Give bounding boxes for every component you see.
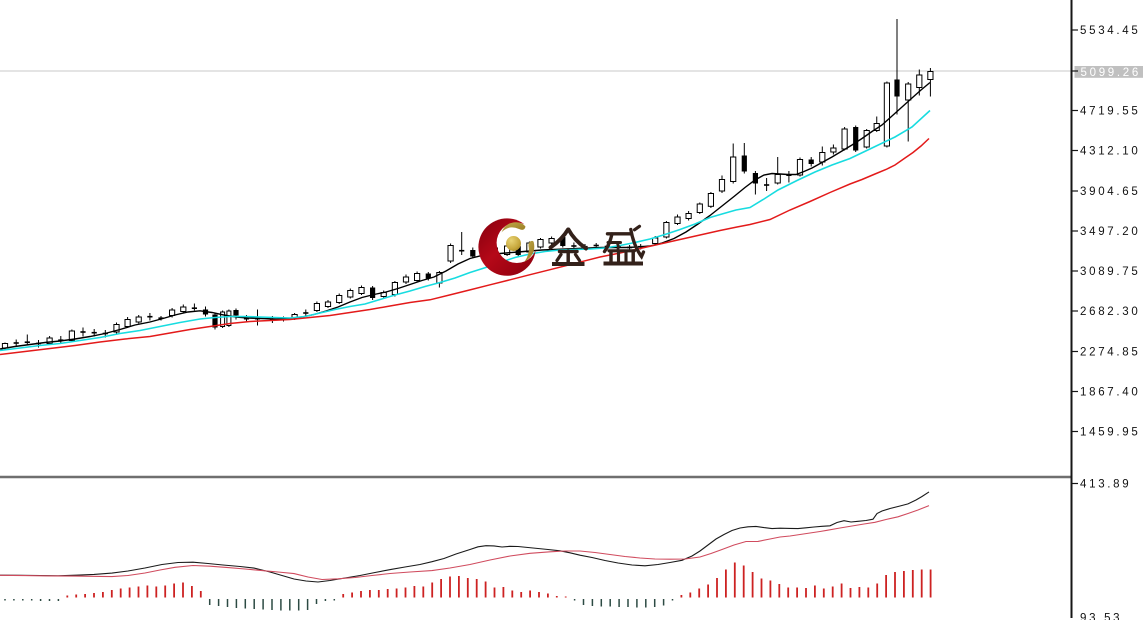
- svg-text:5534.45: 5534.45: [1080, 25, 1140, 37]
- svg-text:1867.40: 1867.40: [1080, 387, 1140, 399]
- svg-text:1459.95: 1459.95: [1080, 427, 1140, 439]
- svg-text:3904.65: 3904.65: [1080, 186, 1140, 198]
- svg-text:4719.55: 4719.55: [1080, 106, 1140, 118]
- svg-text:4312.10: 4312.10: [1080, 146, 1140, 158]
- svg-text:3089.75: 3089.75: [1080, 266, 1140, 278]
- svg-text:5099.26: 5099.26: [1081, 67, 1141, 79]
- svg-text:2274.85: 2274.85: [1080, 347, 1140, 359]
- svg-text:2682.30: 2682.30: [1080, 306, 1140, 318]
- svg-text:93.53: 93.53: [1080, 613, 1122, 620]
- svg-text:413.89: 413.89: [1080, 479, 1131, 491]
- svg-text:3497.20: 3497.20: [1080, 226, 1140, 238]
